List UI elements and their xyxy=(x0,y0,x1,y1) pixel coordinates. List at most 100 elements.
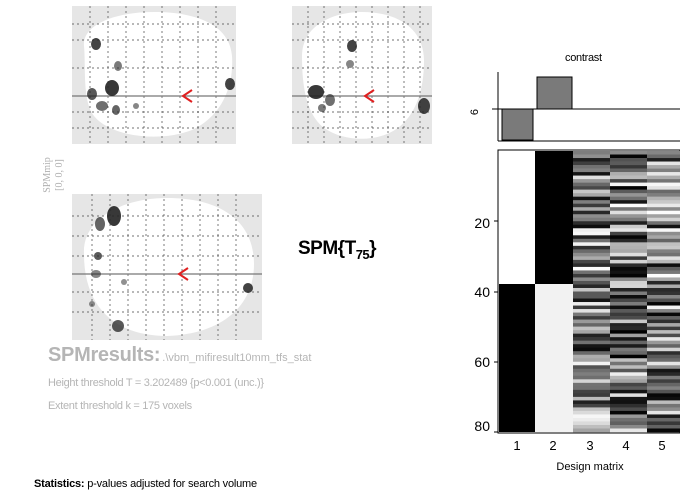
dm-cell xyxy=(573,280,610,285)
dm-cell xyxy=(610,337,647,341)
dm-cell xyxy=(573,224,610,229)
contrast-bar-1 xyxy=(501,108,534,141)
dm-cell xyxy=(647,379,680,384)
dm-cell xyxy=(573,217,610,222)
dm-cell xyxy=(573,323,610,327)
dm-cell xyxy=(573,270,610,275)
dm-cell xyxy=(647,316,680,320)
dm-cell xyxy=(610,242,647,247)
dm-cell xyxy=(610,214,647,219)
dm-cell xyxy=(573,298,610,303)
dm-cell xyxy=(573,256,610,261)
dm-cell xyxy=(573,231,610,236)
dm-cell xyxy=(647,154,680,159)
dm-cell xyxy=(610,270,647,275)
dm-cell xyxy=(647,161,680,166)
dm-cell xyxy=(610,263,647,268)
dm-cell xyxy=(647,263,680,268)
dm-cell xyxy=(647,295,680,299)
dm-cell xyxy=(610,295,647,299)
dm-cell xyxy=(573,302,610,306)
dm-col1-top xyxy=(499,151,535,284)
dm-cell xyxy=(610,161,647,166)
dm-cell xyxy=(610,351,647,356)
dm-cell xyxy=(610,414,647,419)
dm-cell xyxy=(647,330,680,334)
dm-cell xyxy=(610,186,647,190)
dm-cell xyxy=(610,273,647,278)
dm-cell xyxy=(647,347,680,352)
dm-cell xyxy=(573,172,610,176)
dm-cell xyxy=(647,168,680,173)
dm-cell xyxy=(573,175,610,180)
mip-label-coords: [0, 0, 0] xyxy=(54,159,65,191)
dm-cell xyxy=(573,158,610,162)
dm-cell xyxy=(647,266,680,271)
dm-cell xyxy=(647,277,680,282)
dm-cell xyxy=(610,217,647,222)
dm-cell xyxy=(647,372,680,377)
dm-cell xyxy=(647,175,680,180)
dm-cell xyxy=(573,344,610,348)
dm-cell xyxy=(647,302,680,306)
dm-cell xyxy=(573,295,610,299)
dm-cell xyxy=(647,249,680,254)
dm-cell xyxy=(573,389,610,394)
dm-col1-bottom xyxy=(499,284,535,432)
dm-cell xyxy=(573,235,610,240)
dm-cell xyxy=(610,428,647,433)
dm-cell xyxy=(647,428,680,433)
dm-cell xyxy=(610,417,647,422)
dm-cell xyxy=(647,298,680,303)
dm-cell xyxy=(573,203,610,208)
dm-cell xyxy=(647,252,680,257)
dm-cell xyxy=(647,224,680,229)
dm-cell xyxy=(610,249,647,254)
dm-cell xyxy=(610,291,647,296)
dm-cell xyxy=(610,238,647,243)
mip-label: SPMmip [0, 0, 0] xyxy=(20,140,65,210)
mip-transverse[interactable] xyxy=(72,194,262,340)
dm-cell xyxy=(647,354,680,359)
contrast-title: contrast xyxy=(565,52,602,64)
dm-cell xyxy=(573,151,610,155)
dm-cell xyxy=(573,238,610,243)
dm-cell xyxy=(647,393,680,398)
mip-coronal[interactable] xyxy=(292,6,432,144)
dm-cell xyxy=(647,242,680,247)
dm-x-tick-4: 4 xyxy=(622,438,629,453)
dm-cell xyxy=(610,389,647,394)
dm-cell xyxy=(647,421,680,426)
dm-cell xyxy=(610,309,647,313)
dm-cell xyxy=(573,165,610,169)
dm-cell xyxy=(573,428,610,433)
dm-cell xyxy=(647,403,680,408)
dm-cell xyxy=(573,291,610,296)
dm-cell xyxy=(647,231,680,236)
dm-cell xyxy=(647,270,680,275)
dm-cell xyxy=(610,228,647,233)
dm-cell xyxy=(647,309,680,313)
dm-cell xyxy=(573,186,610,190)
mip-coronal-image xyxy=(292,6,432,144)
dm-col2-bottom xyxy=(535,284,573,432)
dm-cell xyxy=(573,340,610,345)
dm-cell xyxy=(573,193,610,197)
dm-cell xyxy=(647,256,680,261)
dm-cell xyxy=(647,375,680,380)
dm-cell xyxy=(610,277,647,282)
dm-cell xyxy=(573,326,610,331)
stat-title-main: SPM{T xyxy=(298,238,356,259)
dm-cell xyxy=(647,358,680,363)
dm-cell xyxy=(573,284,610,289)
dm-cell xyxy=(647,333,680,338)
dm-cell xyxy=(647,186,680,190)
dm-cell xyxy=(573,410,610,415)
dm-cell xyxy=(647,165,680,169)
dm-cell xyxy=(647,323,680,327)
mip-sagittal[interactable] xyxy=(72,6,236,144)
dm-cell xyxy=(647,182,680,187)
dm-cell xyxy=(573,305,610,310)
dm-cell xyxy=(610,400,647,405)
dm-cell xyxy=(610,200,647,204)
